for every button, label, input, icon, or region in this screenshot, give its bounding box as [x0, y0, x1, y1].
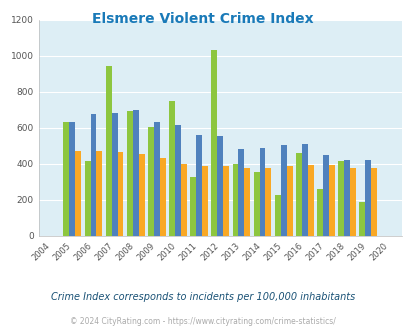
Bar: [265, 168, 271, 236]
Bar: [153, 122, 160, 236]
Bar: [232, 164, 238, 236]
Bar: [75, 151, 81, 236]
Bar: [196, 135, 202, 236]
Bar: [84, 161, 90, 236]
Text: Elsmere Violent Crime Index: Elsmere Violent Crime Index: [92, 12, 313, 25]
Bar: [96, 151, 102, 236]
Bar: [328, 165, 334, 236]
Bar: [69, 122, 75, 236]
Bar: [238, 149, 244, 236]
Bar: [127, 111, 132, 236]
Bar: [307, 165, 313, 236]
Bar: [181, 164, 186, 236]
Bar: [90, 115, 96, 236]
Bar: [280, 145, 286, 236]
Text: Crime Index corresponds to incidents per 100,000 inhabitants: Crime Index corresponds to incidents per…: [51, 292, 354, 302]
Bar: [337, 161, 343, 236]
Bar: [63, 122, 69, 236]
Bar: [175, 125, 181, 236]
Bar: [295, 153, 301, 236]
Bar: [202, 166, 207, 236]
Bar: [358, 202, 364, 236]
Bar: [370, 168, 376, 236]
Bar: [286, 166, 292, 236]
Bar: [223, 166, 228, 236]
Bar: [105, 66, 111, 236]
Bar: [364, 160, 370, 236]
Bar: [343, 160, 349, 236]
Bar: [244, 168, 249, 236]
Bar: [190, 178, 196, 236]
Bar: [274, 195, 280, 236]
Bar: [132, 110, 139, 236]
Bar: [139, 154, 144, 236]
Bar: [211, 50, 217, 236]
Bar: [160, 158, 165, 236]
Bar: [148, 127, 153, 236]
Bar: [349, 168, 355, 236]
Bar: [217, 136, 223, 236]
Bar: [316, 189, 322, 236]
Bar: [253, 172, 259, 236]
Bar: [169, 101, 175, 236]
Bar: [322, 155, 328, 236]
Bar: [301, 144, 307, 236]
Bar: [259, 148, 265, 236]
Text: © 2024 CityRating.com - https://www.cityrating.com/crime-statistics/: © 2024 CityRating.com - https://www.city…: [70, 317, 335, 326]
Bar: [111, 113, 117, 236]
Bar: [117, 152, 123, 236]
